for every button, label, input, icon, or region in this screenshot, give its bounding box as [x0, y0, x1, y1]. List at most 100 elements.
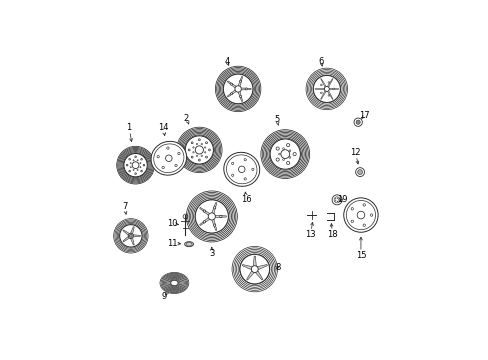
Circle shape	[135, 156, 136, 158]
Circle shape	[201, 155, 202, 157]
Polygon shape	[211, 202, 216, 215]
Text: 6: 6	[318, 57, 324, 66]
Circle shape	[133, 170, 134, 171]
Circle shape	[140, 163, 141, 164]
Circle shape	[355, 168, 364, 176]
Text: 16: 16	[241, 195, 251, 204]
Text: 2: 2	[183, 113, 188, 122]
Circle shape	[140, 167, 141, 168]
Polygon shape	[237, 91, 242, 102]
Text: 7: 7	[122, 202, 127, 211]
Polygon shape	[122, 236, 130, 242]
Polygon shape	[256, 265, 267, 270]
Circle shape	[251, 266, 258, 273]
Text: 15: 15	[355, 251, 366, 260]
Circle shape	[191, 156, 193, 158]
Circle shape	[327, 95, 329, 96]
Text: 9: 9	[161, 292, 166, 301]
Circle shape	[357, 170, 362, 175]
Circle shape	[178, 152, 180, 155]
Text: 11: 11	[167, 239, 177, 248]
Circle shape	[223, 74, 252, 104]
Circle shape	[231, 174, 233, 176]
Polygon shape	[314, 88, 325, 90]
Circle shape	[129, 234, 132, 237]
Polygon shape	[211, 219, 216, 230]
Circle shape	[203, 221, 205, 223]
Circle shape	[205, 142, 207, 144]
Circle shape	[244, 178, 246, 180]
Circle shape	[137, 160, 138, 161]
Ellipse shape	[224, 152, 259, 186]
Circle shape	[198, 159, 200, 161]
Circle shape	[343, 198, 377, 232]
Circle shape	[240, 255, 269, 284]
Circle shape	[324, 86, 328, 91]
Circle shape	[231, 162, 233, 165]
Circle shape	[269, 139, 300, 169]
Polygon shape	[122, 230, 130, 236]
Circle shape	[120, 225, 142, 247]
Circle shape	[282, 159, 284, 161]
Circle shape	[238, 166, 244, 172]
Circle shape	[230, 93, 232, 95]
Circle shape	[162, 166, 164, 168]
Circle shape	[196, 143, 197, 145]
Circle shape	[128, 170, 130, 172]
Text: 5: 5	[274, 115, 279, 124]
Polygon shape	[253, 256, 256, 267]
Polygon shape	[199, 217, 210, 225]
Text: 17: 17	[359, 111, 369, 120]
Circle shape	[353, 118, 362, 126]
Polygon shape	[242, 265, 253, 270]
Text: 14: 14	[158, 123, 168, 132]
Text: 4: 4	[224, 57, 229, 66]
Circle shape	[292, 153, 296, 156]
Circle shape	[157, 156, 159, 158]
Polygon shape	[199, 207, 210, 216]
Circle shape	[204, 152, 205, 153]
Circle shape	[130, 163, 131, 164]
Polygon shape	[214, 215, 226, 217]
Circle shape	[362, 224, 365, 226]
Text: 13: 13	[305, 230, 315, 239]
Circle shape	[166, 147, 169, 149]
Circle shape	[286, 161, 289, 165]
Text: 3: 3	[209, 249, 214, 258]
Circle shape	[327, 82, 329, 84]
Polygon shape	[254, 270, 263, 280]
Circle shape	[185, 136, 213, 164]
Polygon shape	[227, 81, 237, 89]
Circle shape	[239, 80, 241, 82]
Circle shape	[251, 168, 253, 170]
Circle shape	[219, 215, 222, 217]
Circle shape	[198, 139, 200, 141]
Circle shape	[350, 220, 353, 222]
Circle shape	[188, 149, 190, 151]
Circle shape	[123, 153, 147, 177]
Circle shape	[191, 142, 193, 144]
Polygon shape	[132, 235, 140, 237]
Circle shape	[278, 153, 280, 155]
Circle shape	[276, 158, 279, 161]
Circle shape	[208, 149, 210, 151]
Circle shape	[195, 200, 228, 233]
Circle shape	[338, 199, 339, 200]
Circle shape	[143, 165, 144, 166]
Text: 8: 8	[275, 263, 280, 272]
Circle shape	[288, 157, 290, 158]
Circle shape	[133, 160, 134, 161]
Polygon shape	[130, 227, 134, 235]
Text: 1: 1	[126, 123, 132, 132]
Circle shape	[230, 83, 232, 85]
Ellipse shape	[184, 242, 193, 247]
Circle shape	[276, 147, 279, 150]
Polygon shape	[328, 88, 338, 90]
Polygon shape	[227, 89, 237, 97]
Circle shape	[205, 156, 207, 158]
Text: 19: 19	[337, 195, 347, 204]
Circle shape	[239, 96, 241, 98]
Circle shape	[245, 88, 247, 90]
Polygon shape	[326, 90, 332, 99]
Circle shape	[126, 165, 128, 166]
